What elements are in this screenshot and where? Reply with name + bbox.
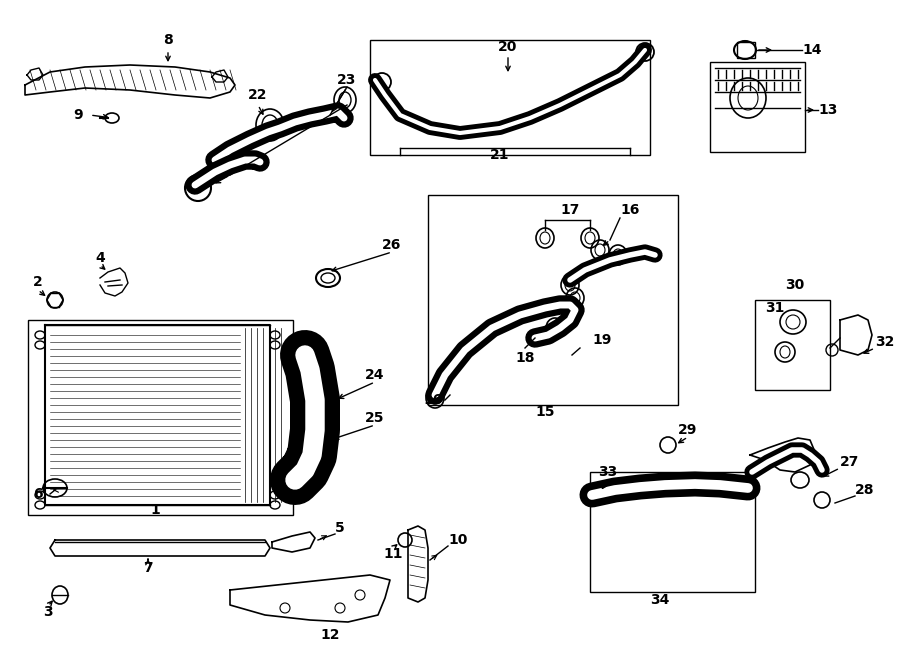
Text: 2: 2 bbox=[33, 275, 43, 289]
Text: 12: 12 bbox=[320, 628, 340, 642]
Text: 23: 23 bbox=[338, 73, 356, 87]
Text: 25: 25 bbox=[365, 411, 385, 425]
Text: 15: 15 bbox=[536, 405, 554, 419]
Text: 16: 16 bbox=[423, 393, 443, 407]
Bar bbox=[710, 62, 805, 152]
Bar bbox=[370, 40, 650, 155]
Bar bbox=[590, 472, 755, 592]
Bar bbox=[737, 42, 755, 58]
Text: 28: 28 bbox=[855, 483, 875, 497]
Text: 22: 22 bbox=[248, 88, 268, 102]
Bar bbox=[28, 320, 293, 515]
Text: 18: 18 bbox=[515, 351, 535, 365]
Text: 13: 13 bbox=[818, 103, 837, 117]
Text: 7: 7 bbox=[143, 561, 153, 575]
Text: 19: 19 bbox=[592, 333, 611, 347]
Text: 4: 4 bbox=[95, 251, 105, 265]
Text: 11: 11 bbox=[383, 547, 403, 561]
Text: 30: 30 bbox=[786, 278, 805, 292]
Text: 31: 31 bbox=[765, 301, 785, 315]
Bar bbox=[755, 300, 830, 390]
Text: 6: 6 bbox=[33, 487, 43, 501]
Text: 17: 17 bbox=[561, 203, 580, 217]
Bar bbox=[428, 195, 678, 405]
Text: 1: 1 bbox=[150, 503, 160, 517]
Text: 3: 3 bbox=[43, 605, 53, 619]
Text: 20: 20 bbox=[499, 40, 517, 54]
Text: 27: 27 bbox=[840, 455, 860, 469]
Text: 32: 32 bbox=[875, 335, 895, 349]
Text: 29: 29 bbox=[679, 423, 698, 437]
Text: 33: 33 bbox=[598, 465, 617, 479]
Text: 34: 34 bbox=[651, 593, 670, 607]
Text: 5: 5 bbox=[335, 521, 345, 535]
Text: 16: 16 bbox=[620, 203, 639, 217]
Text: 21: 21 bbox=[491, 148, 509, 162]
Text: 9: 9 bbox=[73, 108, 83, 122]
Text: 8: 8 bbox=[163, 33, 173, 47]
Text: 24: 24 bbox=[365, 368, 385, 382]
Text: 26: 26 bbox=[382, 238, 401, 252]
Text: 14: 14 bbox=[802, 43, 822, 57]
Text: 10: 10 bbox=[448, 533, 467, 547]
